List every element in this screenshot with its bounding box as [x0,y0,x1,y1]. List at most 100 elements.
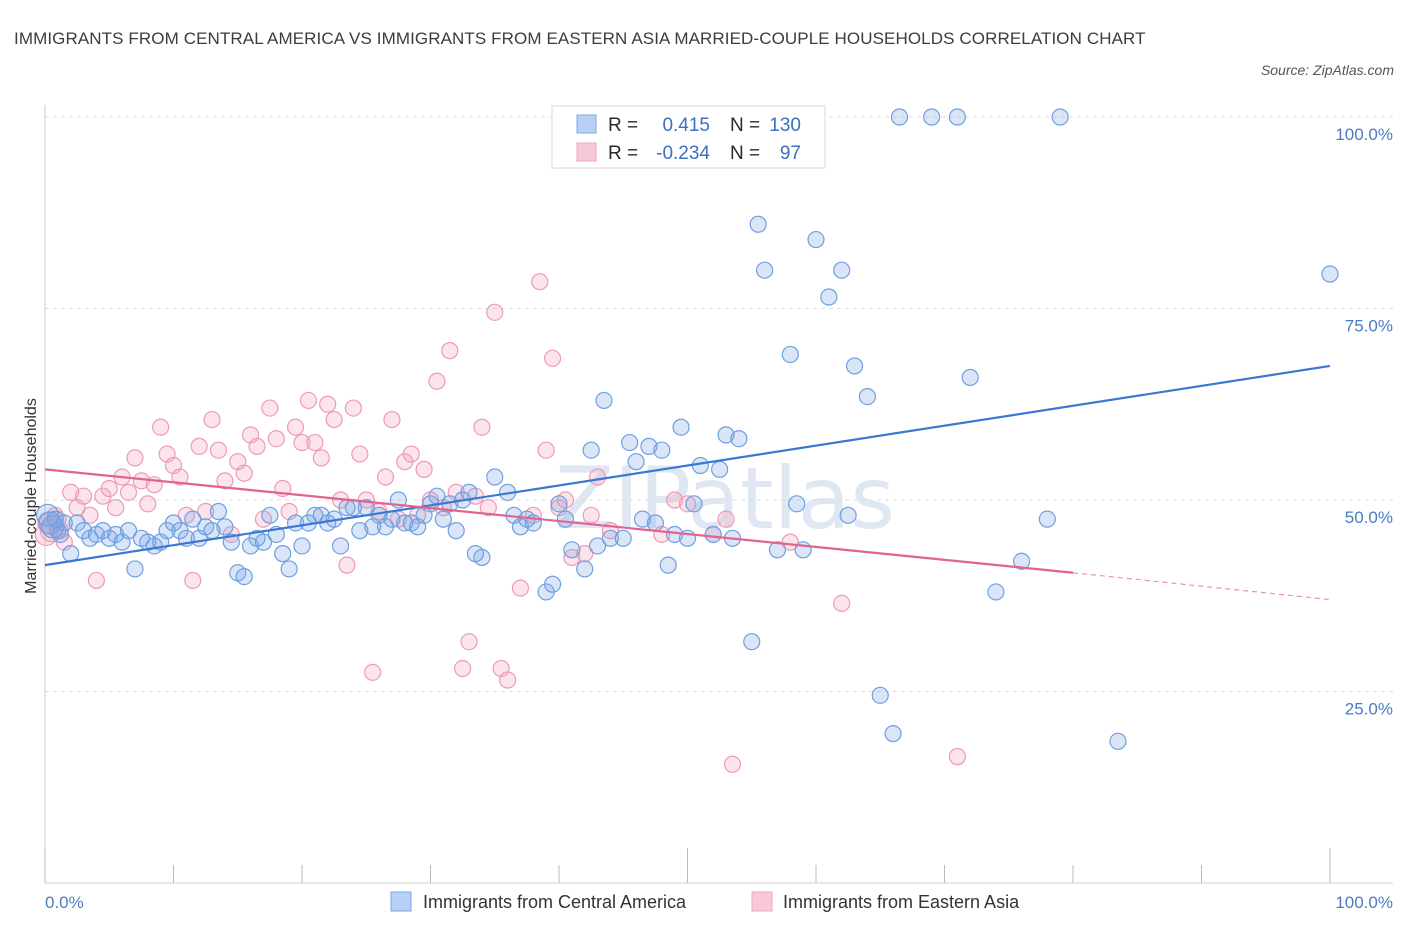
central-america-point-37 [254,533,273,551]
eastern-asia-point-66 [441,342,459,360]
central-america-point-72 [486,468,504,486]
central-america-point-113 [807,230,825,249]
central-america-trend-line [44,364,1331,567]
eastern-asia-point-47 [319,395,337,413]
eastern-asia-point-30 [209,441,228,459]
central-america-point-91 [633,510,652,528]
central-america-point-80 [550,495,568,513]
central-america-point-108 [755,261,774,279]
eastern-asia-point-27 [190,437,208,455]
eastern-asia-point-93 [723,755,742,773]
eastern-asia-point-16 [119,483,138,501]
central-america-point-92 [640,437,658,455]
central-america-point-124 [961,368,979,387]
central-america-point-129 [1109,732,1127,750]
central-america-point-127 [1038,510,1056,528]
central-america-point-100 [691,456,709,475]
central-america-point-116 [839,506,857,524]
trend-lines [44,364,1331,601]
central-america-point-43 [293,537,311,555]
eastern-asia-point-17 [126,449,144,467]
eastern-asia-point-96 [948,748,966,766]
eastern-asia-point-85 [582,506,600,524]
central-america-point-130 [1321,265,1339,283]
eastern-asia-point-52 [351,445,369,463]
eastern-asia-point-60 [402,445,420,463]
eastern-asia-point-38 [261,399,279,417]
eastern-asia-point-31 [216,472,234,490]
eastern-asia-point-68 [454,659,472,678]
central-america-point-83 [576,560,594,578]
series-legend: Immigrants from Central America Immigran… [390,891,1020,912]
central-america-point-38 [261,506,279,524]
eastern-asia-point-92 [717,510,735,528]
eastern-asia-point-56 [376,468,395,486]
central-america-point-128 [1051,108,1069,126]
central-america-point-111 [788,495,806,513]
eastern-asia-point-79 [537,441,555,459]
central-america-point-17 [126,560,144,578]
eastern-asia-point-90 [678,495,697,513]
chart-title: IMMIGRANTS FROM CENTRAL AMERICA VS IMMIG… [14,29,1146,48]
legend-r-value-2: -0.234 [656,143,710,164]
eastern-asia-point-10 [81,506,99,524]
central-america-point-107 [749,215,767,233]
central-america-point-41 [280,560,298,578]
central-america-point-126 [1012,552,1031,570]
eastern-asia-point-11 [87,571,106,590]
eastern-asia-point-71 [473,418,491,436]
central-america-point-81 [556,510,575,528]
eastern-asia-point-94 [781,533,799,551]
central-america-point-84 [582,441,600,459]
legend-swatch-eastern-asia [576,142,597,162]
legend-r-label-1: R = [608,115,638,136]
x-tick-label-max: 100.0% [1335,893,1393,912]
eastern-asia-point-86 [588,468,607,486]
eastern-asia-point-13 [100,479,118,498]
central-america-point-86 [595,391,613,410]
eastern-asia-point-36 [248,437,266,455]
eastern-asia-point-76 [511,579,530,597]
legend-n-label-2: N = [730,143,760,164]
central-america-point-117 [845,357,864,375]
legend-n-value-2: 97 [780,143,801,164]
central-america-point-103 [717,426,735,444]
central-america-point-71 [473,548,491,567]
eastern-asia-trend-line [44,468,1074,574]
central-america-point-6 [55,514,73,532]
legend-r-label-2: R = [608,143,638,164]
central-america-point-49 [331,537,350,555]
central-america-point-67 [447,522,465,540]
central-america-point-90 [627,453,645,471]
central-america-point-89 [621,433,639,452]
central-america-point-123 [948,108,966,126]
central-america-point-82 [563,541,581,559]
series-legend-swatch-central-america [390,891,412,912]
central-america-point-106 [743,633,761,651]
central-america-point-119 [871,686,889,704]
central-america-point-26 [184,510,202,528]
legend-r-value-1: 0.415 [662,115,710,136]
central-america-point-105 [730,430,748,448]
y-axis-label: Married-couple Households [23,398,40,594]
eastern-asia-point-51 [344,399,362,417]
central-america-point-34 [235,567,253,586]
central-america-point-114 [820,288,838,306]
y-tick-label-100: 100.0% [1335,125,1393,144]
eastern-asia-point-29 [203,410,221,429]
series-legend-label-central-america: Immigrants from Central America [423,892,687,912]
eastern-asia-point-19 [139,495,157,513]
eastern-asia-point-28 [197,502,215,521]
central-america-point-122 [923,108,941,126]
eastern-asia-point-7 [62,483,80,501]
eastern-asia-point-26 [184,571,202,590]
eastern-asia-point-73 [486,303,504,321]
eastern-asia-point-72 [479,499,497,517]
central-america-point-97 [672,418,690,436]
central-america-point-94 [653,441,671,459]
central-america-point-16 [119,522,138,540]
eastern-asia-point-89 [666,491,684,509]
central-america-point-59 [396,514,414,532]
eastern-asia-point-9 [74,487,93,505]
